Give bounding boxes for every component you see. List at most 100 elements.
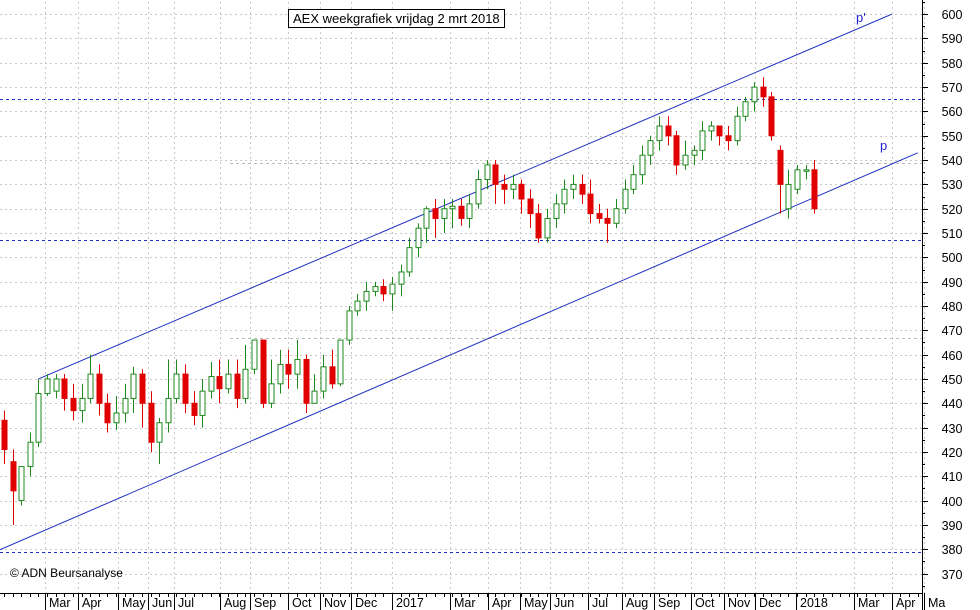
candle-body — [441, 208, 448, 219]
y-tick-label: 420 — [942, 446, 963, 460]
candle-body — [35, 393, 42, 443]
y-tick-label: 370 — [942, 568, 963, 582]
candle — [242, 344, 249, 404]
candle-body — [173, 373, 180, 399]
candle — [691, 145, 698, 165]
candle-body — [785, 183, 792, 210]
candle-body — [656, 125, 663, 142]
candle-body — [449, 205, 456, 210]
candle — [337, 339, 344, 387]
x-tick-label: Sep — [658, 596, 680, 610]
candle-body — [320, 366, 327, 392]
candle — [139, 369, 146, 428]
candle — [1, 410, 8, 465]
candle-body — [372, 286, 379, 292]
y-tick-label: 450 — [942, 373, 963, 387]
candle-body — [398, 271, 405, 285]
x-tick-label: Jun — [554, 596, 574, 610]
candle — [285, 349, 292, 389]
x-tick-label: Dec — [759, 596, 781, 610]
candle — [415, 223, 422, 258]
candle-body — [122, 397, 129, 414]
candle — [432, 199, 439, 238]
channel-label-upper: p' — [856, 10, 866, 25]
candle — [311, 374, 318, 404]
candle-body — [61, 378, 68, 399]
candle — [87, 354, 94, 404]
candle — [294, 340, 301, 389]
x-tick-label: Dec — [355, 596, 377, 610]
candle-body — [708, 125, 715, 132]
candle-body — [268, 383, 275, 404]
candle — [18, 466, 25, 506]
y-tick-label: 500 — [942, 251, 963, 265]
candle-body — [527, 198, 534, 215]
candle-body — [492, 164, 499, 185]
candle-body — [208, 376, 215, 392]
candle — [708, 121, 715, 141]
reference-lines — [0, 99, 922, 553]
y-tick-label: 550 — [942, 130, 963, 144]
candle-body — [432, 208, 439, 219]
candle — [208, 361, 215, 399]
candle — [251, 339, 258, 375]
y-tick-label: 590 — [942, 32, 963, 46]
candle — [225, 359, 232, 394]
y-tick-label: 560 — [942, 105, 963, 119]
channel-line-upper — [38, 13, 893, 380]
candle — [458, 199, 465, 226]
x-tick-label: 2018 — [800, 596, 828, 610]
candle-body — [596, 213, 603, 219]
candle — [260, 339, 267, 409]
candle-body — [630, 174, 637, 190]
y-tick-label: 410 — [942, 470, 963, 484]
candle — [768, 91, 775, 141]
y-tick-label: 490 — [942, 276, 963, 290]
x-tick-label: Jun — [152, 596, 172, 610]
candle-body — [803, 169, 810, 172]
candle — [277, 349, 284, 394]
candle-body — [148, 402, 155, 443]
y-tick-label: 470 — [942, 324, 963, 338]
candle-body — [475, 179, 482, 205]
candle-body — [182, 373, 189, 404]
candle — [734, 106, 741, 146]
candle — [535, 203, 542, 243]
candle-body — [346, 310, 353, 341]
candle-body — [458, 205, 465, 219]
candle-body — [285, 363, 292, 375]
y-tick-label: 520 — [942, 203, 963, 217]
x-tick-label: Apr — [492, 596, 511, 610]
y-tick-label: 430 — [942, 422, 963, 436]
candle-body — [665, 125, 672, 137]
candle — [216, 359, 223, 404]
y-tick-label: 580 — [942, 57, 963, 71]
candle — [35, 378, 42, 448]
candle — [630, 164, 637, 195]
candle — [389, 276, 396, 311]
candle — [466, 194, 473, 229]
candle — [156, 417, 163, 465]
candle-body — [811, 169, 818, 210]
candle — [53, 374, 60, 399]
copyright-text: © ADN Beursanalyse — [10, 566, 123, 580]
y-tick-label: 530 — [942, 178, 963, 192]
x-tick-label: Jul — [178, 596, 194, 610]
candle-body — [604, 217, 611, 224]
candle — [303, 354, 310, 414]
candle — [492, 160, 499, 204]
x-tick-label: Mar — [49, 596, 71, 610]
candle — [148, 391, 155, 452]
candle — [372, 281, 379, 297]
candle-body — [484, 164, 491, 181]
grid-layer — [0, 2, 925, 593]
candle-body — [613, 208, 620, 224]
candle — [656, 116, 663, 151]
candle-body — [96, 373, 103, 404]
x-tick-label: May — [524, 596, 548, 610]
x-tick-label: Aug — [626, 596, 648, 610]
candle — [716, 125, 723, 146]
candle-body — [682, 154, 689, 166]
candle-body — [104, 402, 111, 424]
